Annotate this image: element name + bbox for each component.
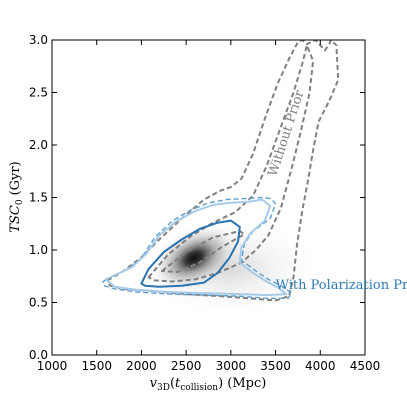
x-axis-label: v3D(tcollision) (Mpc) — [150, 376, 267, 393]
y-tick-label: 2.5 — [29, 86, 48, 100]
y-axis: 0.0 0.5 1.0 1.5 2.0 2.5 3.0 — [29, 33, 365, 362]
x-tick-label: 2500 — [171, 359, 202, 373]
contour-group — [102, 40, 340, 302]
contour-line — [140, 219, 241, 288]
y-tick-label: 2.0 — [29, 138, 48, 152]
y-tick-label: 1.5 — [29, 191, 48, 205]
y-axis-label: TSC0(Gyr) — [8, 161, 25, 232]
x-tick-label: 4000 — [305, 359, 336, 373]
contour-line — [161, 230, 246, 274]
x-tick-label: 3000 — [216, 359, 247, 373]
x-tick-label: 1500 — [81, 359, 112, 373]
plot-area — [102, 40, 340, 320]
contour-line — [106, 40, 340, 302]
x-tick-label: 4500 — [350, 359, 381, 373]
contour-line — [104, 198, 288, 297]
density-core — [149, 223, 239, 293]
annotation-with-polarization-prior: With Polarization Prior — [276, 278, 407, 293]
x-tick-label: 2000 — [126, 359, 157, 373]
y-tick-label: 0.5 — [29, 296, 48, 310]
x-tick-label: 1000 — [37, 359, 68, 373]
y-tick-label: 0.0 — [29, 348, 48, 362]
contour-line — [147, 44, 315, 283]
x-axis: 1000 1500 2000 2500 3000 3500 4000 4500 — [37, 40, 381, 373]
y-tick-label: 1.0 — [29, 243, 48, 257]
y-tick-label: 3.0 — [29, 33, 48, 47]
x-tick-label: 3500 — [260, 359, 291, 373]
